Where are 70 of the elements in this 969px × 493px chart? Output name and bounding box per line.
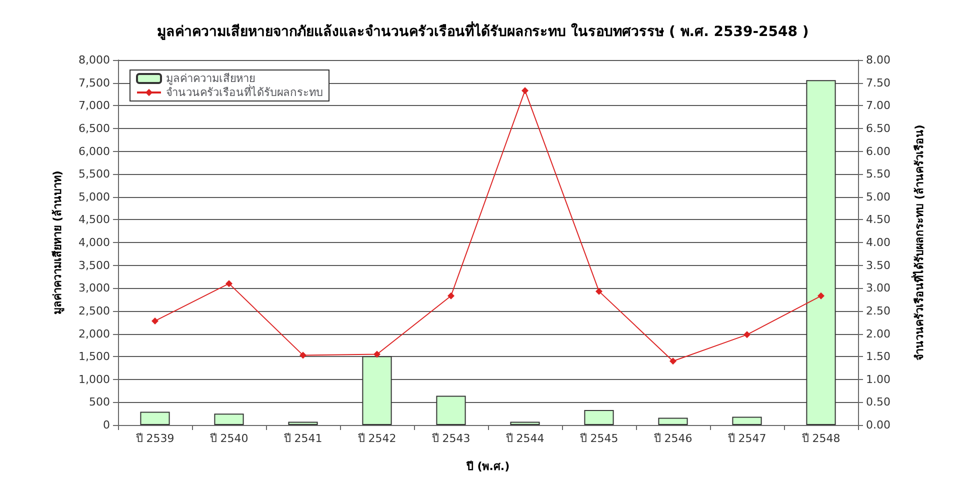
y-tick-label: 1,000 [78, 372, 110, 386]
chart-title: มูลค่าความเสียหายจากภัยแล้งและจำนวนครัวเรือนที่ได้รับผลกระทบ ในรอบทศวรรษ ( พ.ศ. 2539-2548 ) [157, 21, 809, 40]
x-tick-label: ปี 2547 [726, 432, 766, 445]
y2-axis-title: จำนวนครัวเรือนที่ได้รับผลกระทบ (ล้านครัวเรือน) [911, 124, 926, 360]
point [818, 292, 824, 300]
legend-label: จำนวนครัวเรือนที่ได้รับผลกระทบ [166, 84, 323, 99]
bar [140, 412, 170, 425]
y-tick-label: 1,500 [78, 350, 110, 364]
y-tick-label: 4,500 [78, 213, 110, 226]
y-tick-label: 5,000 [78, 190, 110, 204]
x-tick-label: ปี 2540 [208, 432, 248, 445]
point [300, 352, 306, 359]
bar [436, 396, 466, 425]
y-tick-label: 5,500 [78, 168, 110, 181]
y-tick-label: 4,000 [78, 236, 110, 249]
y-tick-label: 3,500 [78, 258, 110, 272]
point [522, 87, 528, 94]
point [744, 331, 750, 338]
point [596, 288, 602, 295]
y2-tick-label: 7.50 [866, 76, 890, 90]
x-tick-label: ปี 2542 [356, 432, 396, 445]
bar [658, 418, 688, 425]
bar [288, 422, 318, 425]
y-axis-title: มูลค่าความเสียหาย (ล้านบาท) [51, 170, 65, 314]
x-axis-title: ปี (พ.ศ.) [465, 460, 510, 473]
y-tick-label: 500 [89, 396, 110, 409]
point [670, 358, 676, 365]
x-tick-label: ปี 2539 [134, 432, 174, 445]
point [226, 280, 232, 288]
y-tick-label: 2,000 [78, 327, 110, 340]
bar [510, 422, 540, 425]
y2-tick-label: 3.50 [866, 258, 890, 272]
y2-tick-label: 6.00 [866, 144, 890, 158]
y2-tick-label: 2.50 [866, 304, 890, 318]
x-tick-label: ปี 2543 [430, 432, 470, 445]
y-tick-label: 8,000 [78, 54, 110, 66]
y-tick-label: 7,000 [78, 99, 110, 112]
y2-tick-label: 0.50 [866, 396, 890, 409]
y2-tick-label: 1.00 [866, 372, 890, 386]
x-tick-label: ปี 2541 [282, 432, 322, 445]
y2-tick-label: 7.00 [866, 99, 890, 112]
point [448, 292, 454, 300]
y2-tick-label: 0.00 [866, 418, 890, 432]
bar [806, 80, 836, 425]
x-tick-label: ปี 2545 [578, 432, 618, 445]
x-tick-label: ปี 2548 [800, 432, 840, 445]
y2-tick-label: 5.50 [866, 168, 890, 181]
bar [214, 414, 244, 425]
y2-tick-label: 8.00 [866, 54, 890, 66]
y-tick-label: 2,500 [78, 304, 110, 318]
y2-tick-label: 3.00 [866, 282, 890, 295]
bar [362, 356, 392, 425]
y-tick-label: 0 [103, 418, 110, 432]
x-tick-label: ปี 2546 [652, 432, 692, 445]
point [152, 317, 158, 324]
y2-tick-label: 5.00 [866, 190, 890, 204]
y-tick-label: 3,000 [78, 282, 110, 295]
y-tick-label: 6,500 [78, 122, 110, 135]
bar [584, 410, 614, 425]
x-tick-label: ปี 2544 [504, 432, 544, 445]
legend-label: มูลค่าความเสียหาย [166, 72, 255, 85]
y2-tick-label: 4.50 [866, 213, 890, 226]
y2-tick-label: 4.00 [866, 236, 890, 249]
y2-tick-label: 1.50 [866, 350, 890, 364]
y-tick-label: 6,000 [78, 144, 110, 158]
y2-tick-label: 6.50 [866, 122, 890, 135]
y-tick-label: 7,500 [78, 76, 110, 90]
bar [732, 416, 762, 425]
point [374, 350, 380, 358]
y2-tick-label: 2.00 [866, 327, 890, 340]
